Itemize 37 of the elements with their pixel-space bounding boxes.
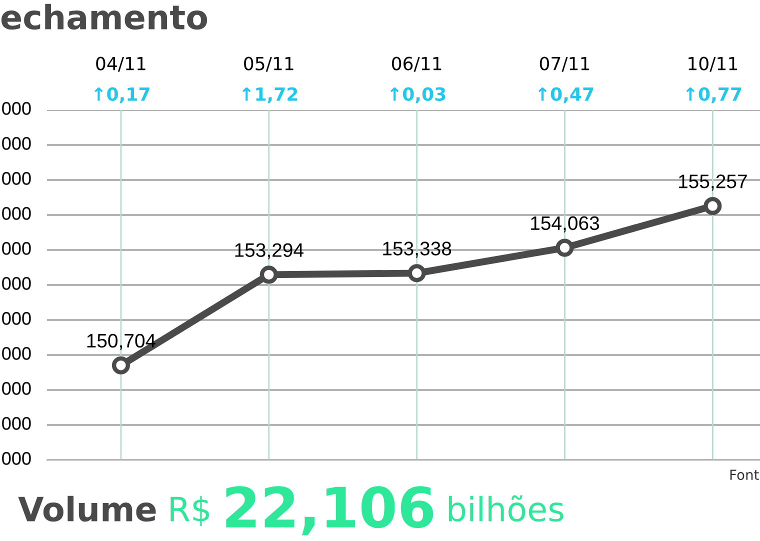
text: 000: [2, 277, 31, 290]
data-label: 153,338: [383, 242, 452, 258]
text: R$: [170, 496, 209, 526]
text: ↑0,77: [686, 87, 742, 104]
data-label: 154,063: [531, 216, 600, 232]
point: [704, 196, 722, 216]
text: 000: [2, 452, 31, 465]
text: 000: [2, 242, 31, 255]
text: 000: [2, 207, 31, 220]
text: 000: [2, 312, 31, 325]
text: ↑0,47: [538, 87, 594, 104]
x-tick-label: 10/11: [688, 56, 738, 72]
data-label: 153,294: [235, 243, 304, 260]
text: 000: [2, 382, 31, 395]
text: ↑1,72: [242, 87, 298, 104]
data-label: 150,704: [87, 334, 156, 350]
point: [112, 356, 130, 374]
x-tick-label: 07/11: [540, 56, 590, 72]
text: Volume: [18, 496, 156, 522]
text: 000: [2, 347, 31, 360]
text: 000: [2, 172, 31, 185]
point: [260, 266, 278, 284]
text: 000: [2, 137, 31, 150]
point: [408, 264, 426, 282]
x-tick-label: 04/11: [96, 56, 146, 72]
chart-title: echamento: [1, 4, 208, 30]
text: 000: [2, 102, 31, 115]
text: ↑0,03: [390, 87, 446, 104]
x-tick-label: 06/11: [392, 56, 442, 72]
text: bilhões: [448, 495, 564, 522]
point: [556, 238, 574, 257]
text: Font: [730, 470, 759, 480]
data-label: 155,257: [679, 174, 747, 191]
x-tick-label: 05/11: [244, 56, 294, 72]
text: 22,106: [226, 486, 434, 536]
text: 000: [2, 417, 31, 430]
text: ↑0,17: [94, 87, 150, 104]
